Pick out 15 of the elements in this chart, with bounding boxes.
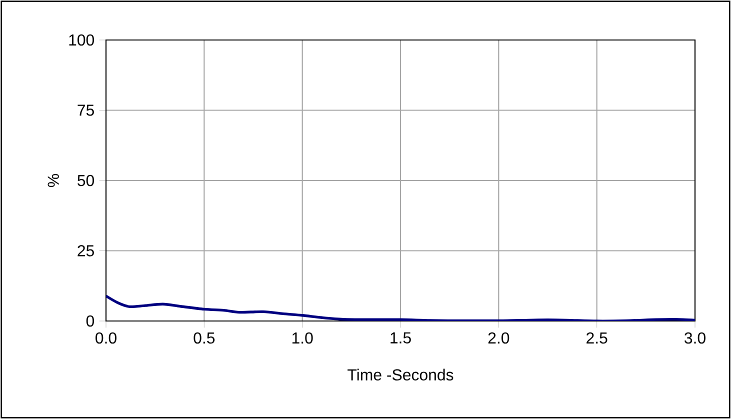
x-tick-label: 3.0 [684, 332, 706, 344]
y-tick-label: 0 [86, 315, 94, 327]
x-axis-title: Time -Seconds [348, 368, 454, 380]
y-axis-title: % [48, 174, 59, 188]
x-tick-label: 2.0 [488, 332, 510, 344]
line-series [106, 294, 696, 321]
x-tick-label: 0.5 [194, 332, 215, 344]
x-tick-label: 1.5 [390, 332, 411, 344]
y-tick-label: 100 [69, 34, 94, 46]
x-tick-label: 0.0 [96, 332, 116, 344]
x-tick-label: 1.0 [292, 332, 313, 344]
y-tick-label: 75 [78, 104, 94, 116]
y-tick-label: 50 [78, 174, 94, 186]
y-tick-label: 25 [78, 245, 94, 256]
x-tick-label: 2.5 [586, 332, 608, 344]
